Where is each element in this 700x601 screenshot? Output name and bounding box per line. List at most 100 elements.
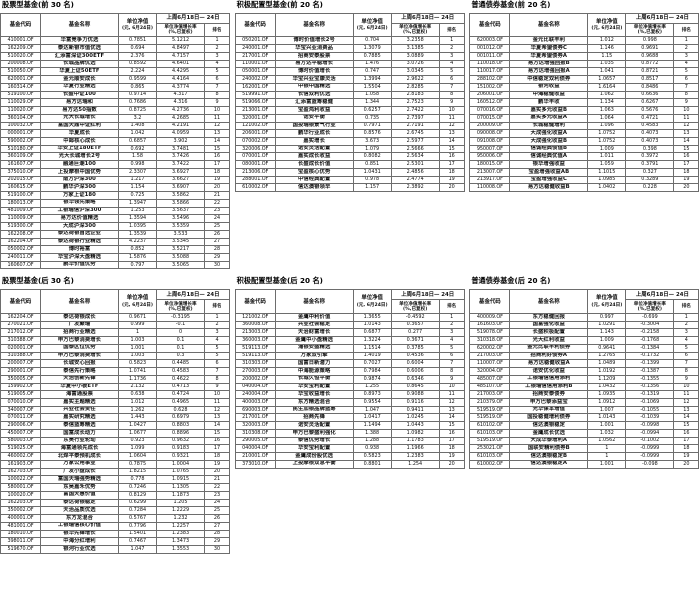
cell-fund-code: 161603.OF <box>469 320 511 330</box>
panel-equity-bottom30: 股票型基金(后 30 名) 基金代码 基金名称 单位净值 (元, 6月24日) 上周6月… <box>0 276 231 554</box>
fund-table: 基金代码 基金名称 单位净值 (元, 6月24日) 上周6月18日— 24日 单位净值增长… <box>0 289 231 554</box>
table-row: 320001.OF 诺安平衡 0.735 2.7397 11 <box>234 113 465 123</box>
cell-unit-nav: 0.7027 <box>352 359 392 369</box>
table-row: 040004.OF 华安宝利配置 1.255 0.8645 10 <box>234 382 465 392</box>
cell-fund-code: 519025.OF <box>0 444 41 454</box>
cell-growth-rate: 1.1783 <box>390 436 440 446</box>
cell-fund-code: 320001.OF <box>234 113 276 123</box>
cell-fund-code: 519519.OF <box>469 436 511 446</box>
table-row: 519300.OF 大成沪深300 1.0395 3.5359 25 <box>0 222 231 231</box>
cell-growth-rate: 3.5637 <box>156 206 205 216</box>
cell-growth-rate: 2.8183 <box>390 90 440 100</box>
cell-rank: 8 <box>438 367 465 376</box>
cell-growth-rate: 0.3 <box>156 351 205 361</box>
cell-unit-nav: 0.692 <box>118 144 157 154</box>
cell-fund-name: 国富强化收益 <box>509 320 589 330</box>
cell-fund-code: 950006.OF <box>469 152 511 162</box>
cell-fund-name: 招商先锋 <box>274 413 354 423</box>
cell-fund-code: 360104.OF <box>0 113 41 123</box>
cell-rank: 24 <box>203 498 231 508</box>
cell-unit-nav: 1.012 <box>118 398 157 407</box>
table-body: 050201.OF 博时价值增长2号 0.704 3.2358 1 240001.OF 华宝… <box>234 36 465 193</box>
cell-fund-code: 180010.OF <box>0 529 41 539</box>
cell-rank: 14 <box>673 137 700 146</box>
cell-fund-code: 070016.OF <box>469 106 511 115</box>
column-header-name: 基金名称 <box>509 289 589 314</box>
cell-fund-code: 519113.OF <box>234 343 276 353</box>
table-row: 160615.OF 鹏华沪深300 1.154 3.6907 20 <box>0 183 231 193</box>
cell-unit-nav: 1.3655 <box>352 312 392 322</box>
cell-unit-nav: 1.344 <box>352 98 392 108</box>
cell-growth-rate: 1.0765 <box>156 467 205 477</box>
fund-table: 基金代码 基金名称 单位净值 (元, 6月24日) 上周6月18日— 24日 单位净值增长… <box>234 12 465 193</box>
cell-rank: 13 <box>438 129 465 138</box>
column-header-code: 基金代码 <box>469 289 511 314</box>
table-row: 050001.OF 博时价值增长 0.747 3.0345 5 <box>234 67 465 77</box>
cell-fund-name: 海富通领先成长 <box>40 444 119 454</box>
cell-unit-nav: 1.5504 <box>352 82 392 92</box>
cell-fund-code: 620002.OF <box>469 343 511 353</box>
cell-rank: 15 <box>203 144 231 154</box>
cell-rank: 6 <box>438 75 465 84</box>
cell-unit-nav: 0.5823 <box>352 452 392 461</box>
top-band: 股票型基金(前 30 名) 基金代码 基金名称 单位净值 (元, 6月24日) 上周6月… <box>0 0 700 270</box>
table-row: 070010.OF 嘉实主题精选 1.012 0.4965 11 <box>0 398 231 407</box>
cell-fund-name: 万家公用事业 <box>40 459 119 469</box>
cell-unit-nav: 1.443 <box>118 413 157 423</box>
cell-rank: 21 <box>203 475 231 485</box>
cell-fund-name: 华夏行业精选 <box>40 82 119 92</box>
cell-fund-name: 上投摩根双息平衡 <box>274 459 354 469</box>
cell-fund-name: 申万巴黎添益宝 <box>509 398 589 407</box>
cell-unit-nav: 1.288 <box>352 436 392 446</box>
cell-fund-code: 020001.OF <box>0 343 41 353</box>
cell-growth-rate: 1.2383 <box>390 452 440 461</box>
cell-growth-rate: 3.2358 <box>390 36 440 46</box>
cell-fund-code: 350005.OF <box>0 374 41 384</box>
table-row: 310318.OF 光大红利收益 1.009 -0.1768 4 <box>469 336 700 345</box>
cell-rank: 2 <box>673 44 700 53</box>
cell-unit-nav: 0.5823 <box>118 359 157 369</box>
cell-growth-rate: -0.0998 <box>625 421 675 430</box>
cell-fund-name: 中银中国精选 <box>274 82 354 92</box>
cell-unit-nav: 0.9714 <box>118 90 157 100</box>
cell-fund-name: 易方达增强回报A <box>509 67 589 77</box>
cell-fund-name: 光大红利收益 <box>509 336 589 345</box>
cell-fund-name: 信达澳银稳定 <box>509 421 589 430</box>
cell-growth-rate: 0.398 <box>625 144 675 154</box>
cell-growth-rate: 0.6006 <box>390 367 440 376</box>
cell-growth-rate: 2.9622 <box>390 75 440 84</box>
cell-growth-rate: 3.7481 <box>156 144 205 154</box>
cell-unit-nav: 1.15 <box>587 51 627 61</box>
cell-rank: 2 <box>203 44 231 53</box>
cell-growth-rate: 4.8497 <box>156 44 205 53</box>
table-row: 450007.OF 国富成长动力 1.0677 0.8896 15 <box>0 428 231 438</box>
cell-fund-code: 200007.OF <box>0 359 41 369</box>
cell-rank: 3 <box>203 328 231 338</box>
cell-fund-code: 519100.OF <box>0 191 41 200</box>
cell-unit-nav: 1.0143 <box>587 413 627 423</box>
cell-fund-name: 易方达平稳增长 <box>274 59 354 69</box>
cell-fund-name: 嘉实成长收益 <box>274 152 354 162</box>
cell-unit-nav: 0.8576 <box>352 129 392 138</box>
panel-equity-top30: 股票型基金(前 30 名) 基金代码 基金名称 单位净值 (元, 6月24日) 上周6月… <box>0 0 231 270</box>
cell-unit-nav: 0.8725 <box>118 106 157 115</box>
table-row: 050201.OF 博时价值增长2号 0.704 3.2358 1 <box>234 36 465 46</box>
cell-fund-name: 宝盈增强收益C <box>509 175 589 185</box>
cell-fund-code: 320003.OF <box>234 421 276 430</box>
cell-rank: 20 <box>438 183 465 193</box>
cell-fund-code: 162001.OF <box>234 82 276 92</box>
cell-rank: 17 <box>673 160 700 169</box>
cell-fund-name: 兴业社会责任 <box>40 405 119 415</box>
table-header-row-1: 基金代码 基金名称 单位净值 (元, 6月24日) 上周6月18日— 24日 <box>469 12 700 38</box>
cell-fund-code: 590002.OF <box>0 137 41 146</box>
cell-fund-name: 广发聚瑞 <box>40 320 119 330</box>
table-header-row-1: 基金代码 基金名称 单位净值 (元, 6月24日) 上周6月18日— 24日 <box>0 12 231 38</box>
cell-growth-rate: 2.5301 <box>390 160 440 169</box>
table-row: 400009.OF 东方稳健回报 0.997 -0.699 1 <box>469 312 700 322</box>
cell-unit-nav: 1.1494 <box>352 421 392 430</box>
cell-fund-code: 320006.OF <box>234 144 276 154</box>
cell-fund-name: 招商安泰债券 <box>509 390 589 399</box>
cell-fund-name: 招商安泰股票 <box>274 51 354 61</box>
cell-fund-code: 200008.OF <box>0 59 41 69</box>
table-row: 217003.OF 招商安泰债券 1.0935 -0.1319 11 <box>469 390 700 399</box>
